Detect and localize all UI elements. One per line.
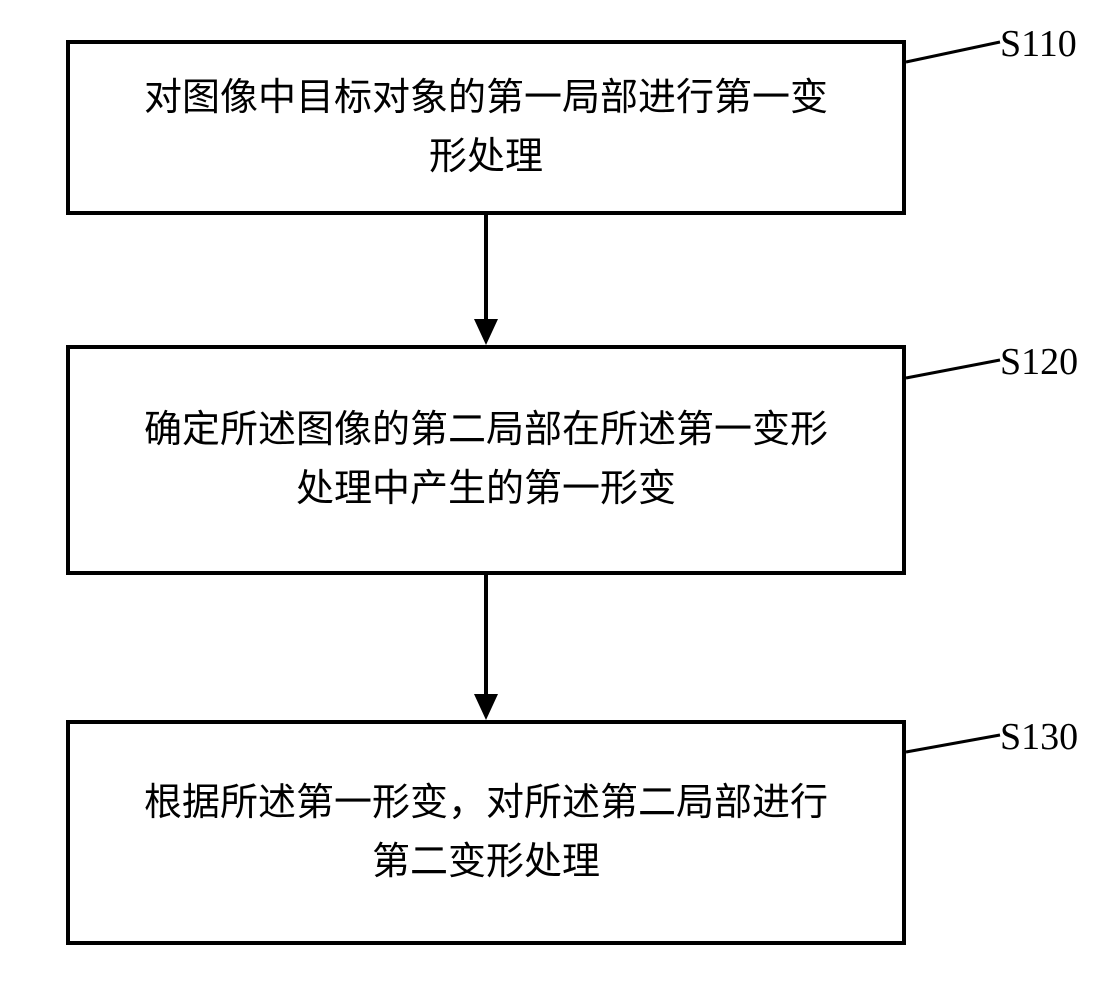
step-text-s130: 根据所述第一形变，对所述第二局部进行 第二变形处理: [144, 774, 828, 892]
step-label-s120: S120: [1000, 340, 1078, 384]
step-box-s130: 根据所述第一形变，对所述第二局部进行 第二变形处理: [66, 720, 906, 945]
step-box-s110: 对图像中目标对象的第一局部进行第一变 形处理: [66, 40, 906, 215]
step-label-s110: S110: [1000, 22, 1077, 66]
flowchart-canvas: 对图像中目标对象的第一局部进行第一变 形处理 确定所述图像的第二局部在所述第一变…: [0, 0, 1118, 1002]
step-line: 确定所述图像的第二局部在所述第一变形: [144, 401, 828, 460]
step-box-s120: 确定所述图像的第二局部在所述第一变形 处理中产生的第一形变: [66, 345, 906, 575]
step-text-s110: 对图像中目标对象的第一局部进行第一变 形处理: [144, 69, 828, 187]
step-line: 形处理: [144, 128, 828, 187]
step-line: 处理中产生的第一形变: [144, 460, 828, 519]
step-line: 根据所述第一形变，对所述第二局部进行: [144, 774, 828, 833]
step-line: 对图像中目标对象的第一局部进行第一变: [144, 69, 828, 128]
step-text-s120: 确定所述图像的第二局部在所述第一变形 处理中产生的第一形变: [144, 401, 828, 519]
step-label-s130: S130: [1000, 715, 1078, 759]
step-line: 第二变形处理: [144, 833, 828, 892]
